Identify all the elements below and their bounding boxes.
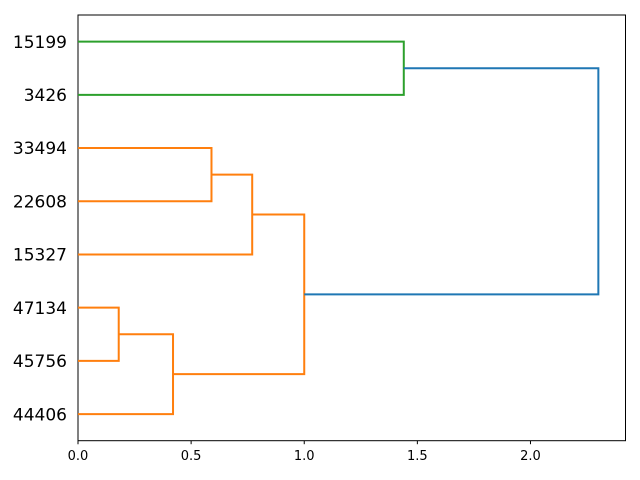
leaf-label: 45756 [13,352,67,372]
dendrogram-link-orange-2 [78,147,213,203]
leaf-label: 33494 [13,139,67,159]
leaf-label: 22608 [13,192,67,212]
dendrogram-link-orange-0 [78,306,120,362]
dendrogram-link-orange-1 [78,333,175,416]
leaf-label: 15327 [13,246,67,266]
dendrogram-link-orange-3 [78,173,254,256]
plot-border [77,14,626,442]
leaf-label: 3426 [24,86,67,106]
leaf-label: 15199 [13,33,67,53]
x-axis-tick-label: 2.0 [520,449,541,464]
leaf-label: 44406 [13,405,67,425]
dendrogram-link-orange-4 [173,213,306,376]
x-axis-tick-label: 0.5 [181,449,202,464]
x-axis-tick-label: 0.0 [68,449,89,464]
x-axis-tick-label: 1.0 [294,449,315,464]
dendrogram-link-green-5 [78,40,405,96]
dendrogram-link-blue-6 [304,67,600,296]
leaf-label: 47134 [13,299,67,319]
x-axis-tick-label: 1.5 [407,449,428,464]
